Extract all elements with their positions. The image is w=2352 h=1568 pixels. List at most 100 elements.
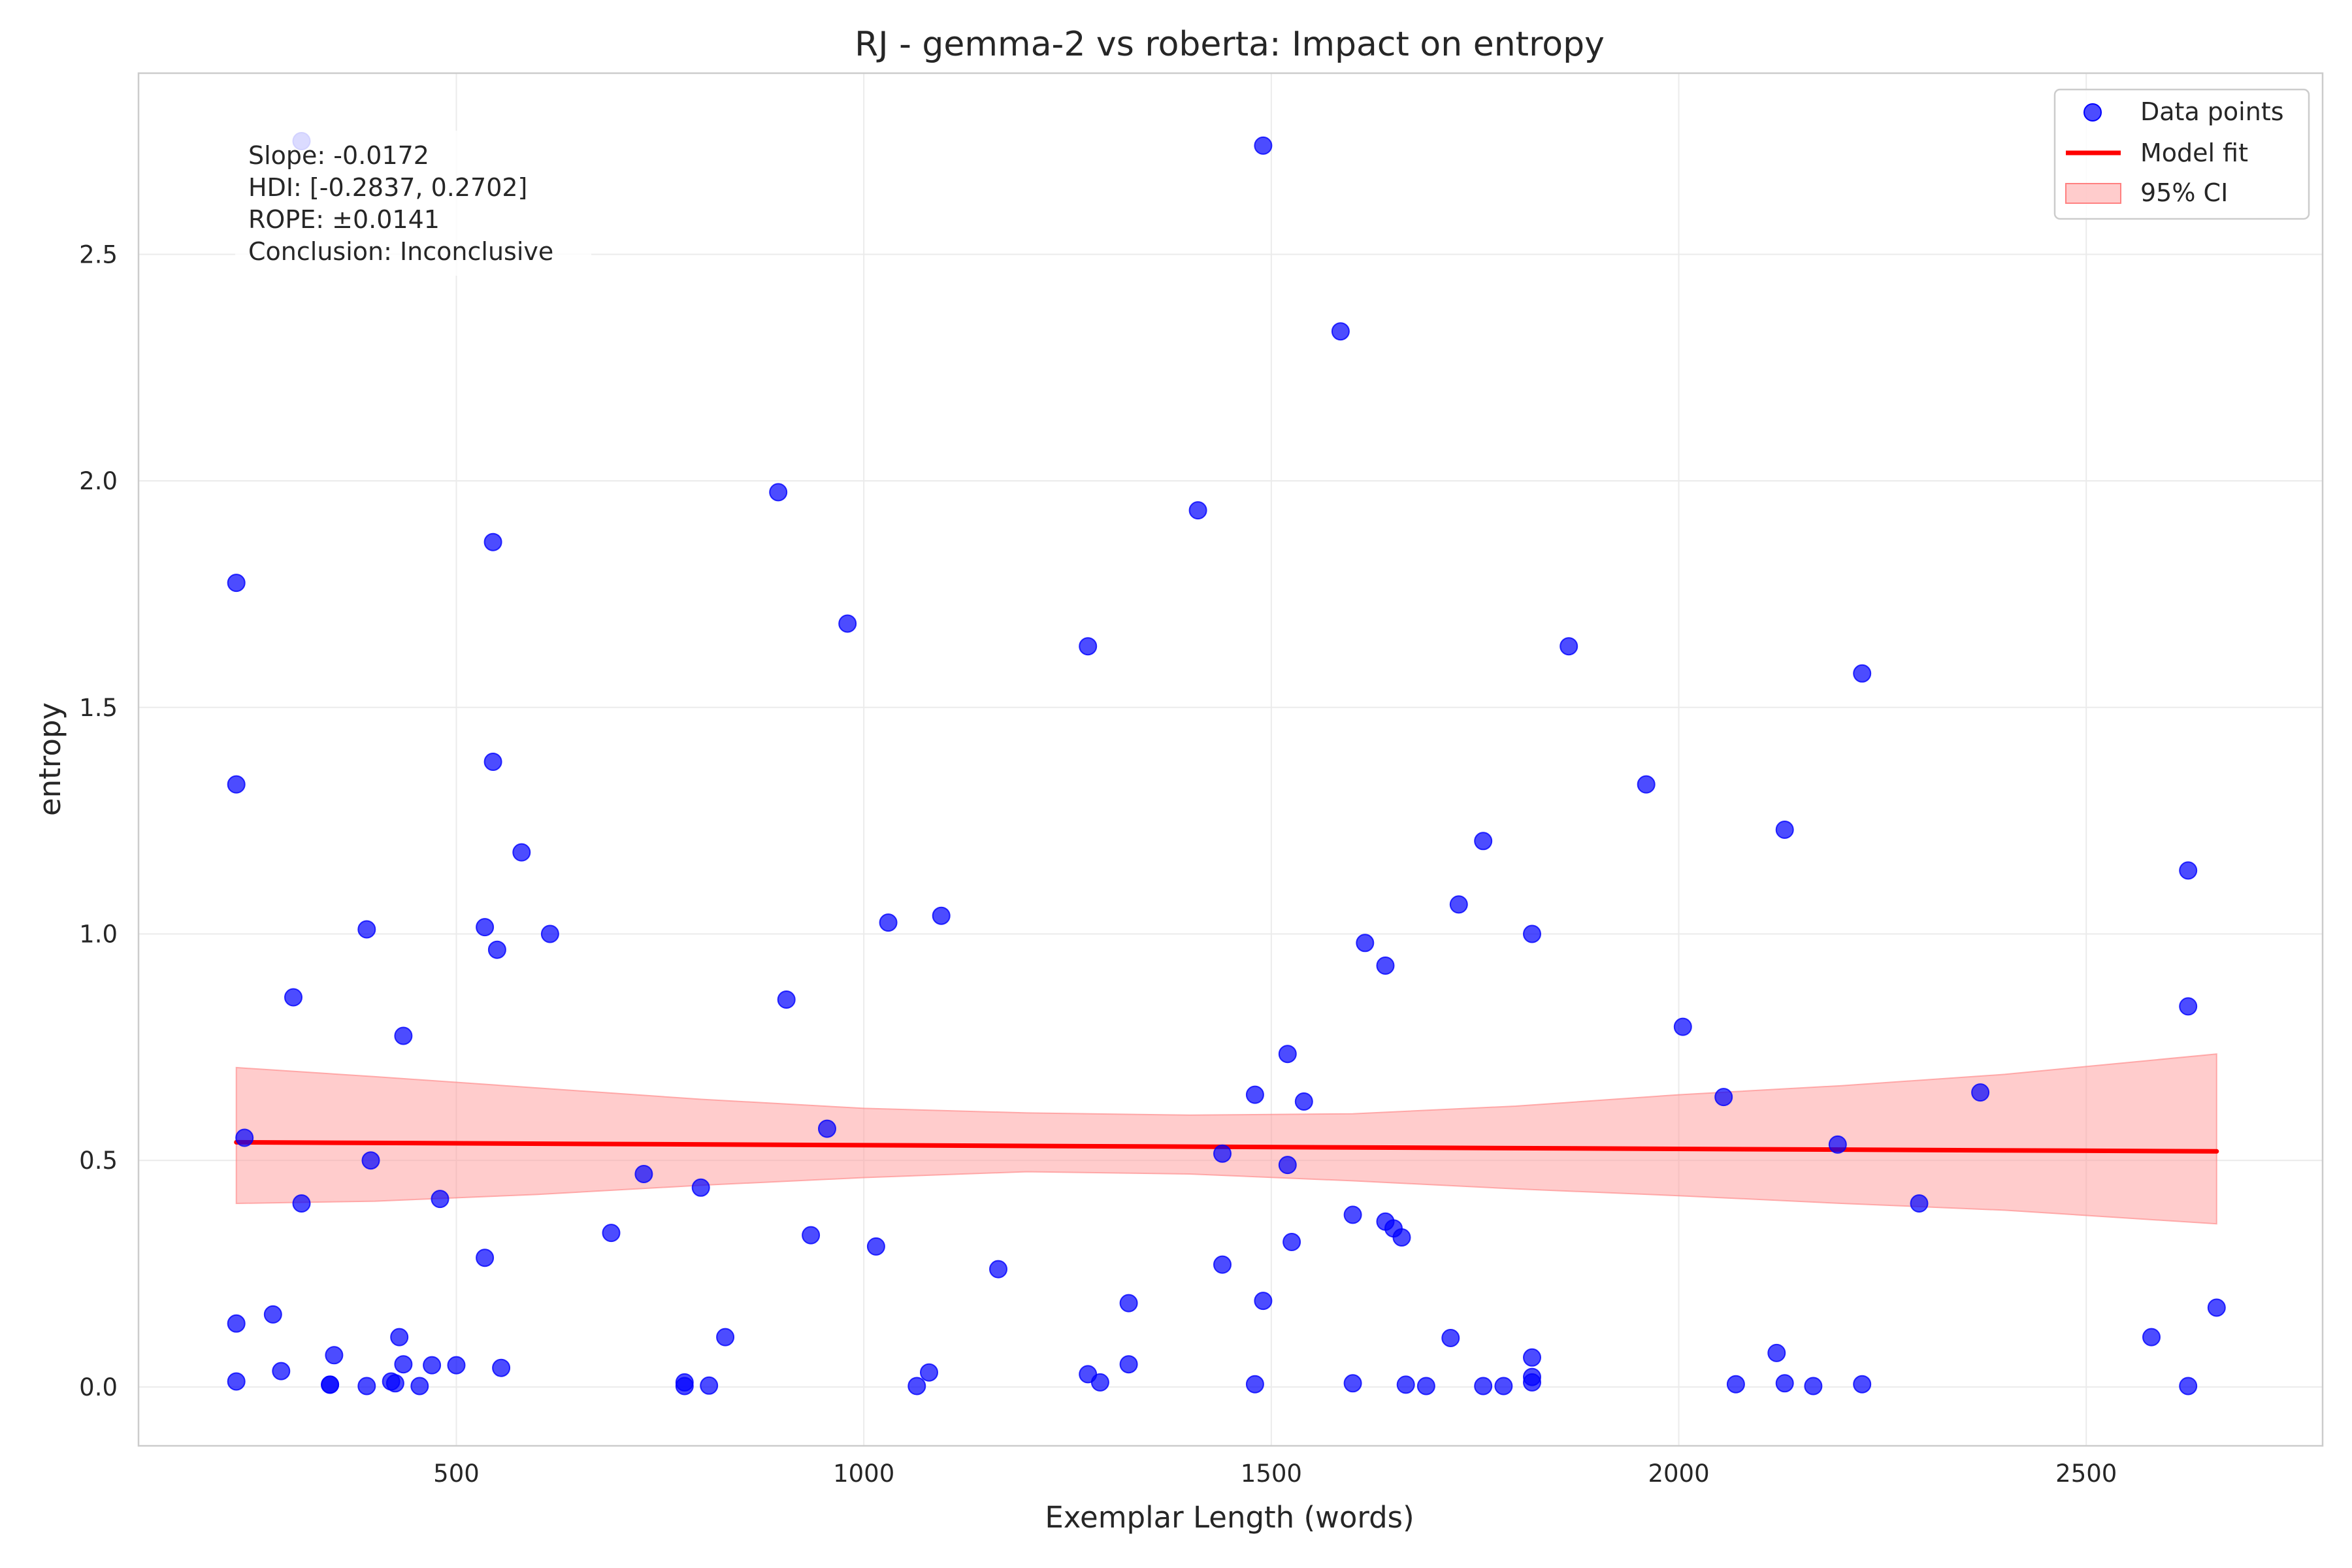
data-point xyxy=(1254,136,1273,155)
x-tick-label: 2500 xyxy=(2055,1460,2117,1488)
legend-label-data-points: Data points xyxy=(2140,97,2284,126)
data-point xyxy=(716,1328,735,1347)
data-point xyxy=(1213,1144,1232,1163)
data-point xyxy=(394,1026,413,1045)
data-point xyxy=(227,1372,246,1391)
data-point xyxy=(1804,1377,1823,1396)
data-point xyxy=(483,532,502,551)
x-tick-label: 500 xyxy=(433,1460,480,1488)
data-point xyxy=(932,906,951,925)
annotation-box xyxy=(235,131,591,276)
data-point xyxy=(512,843,531,862)
x-tick-labels: 500 1000 1500 2000 2500 xyxy=(433,1460,2117,1488)
data-point xyxy=(227,574,246,593)
legend-label-model-fit: Model fit xyxy=(2140,139,2248,167)
data-point xyxy=(1119,1355,1138,1374)
data-point xyxy=(1278,1045,1297,1064)
data-point xyxy=(1343,1205,1362,1224)
data-point xyxy=(476,918,495,937)
data-point xyxy=(1853,664,1872,683)
y-axis-title: entropy xyxy=(33,702,67,816)
y-tick-label: 0.0 xyxy=(79,1373,118,1401)
data-point xyxy=(989,1260,1007,1279)
data-point xyxy=(284,988,302,1007)
plot-area-frame xyxy=(137,72,2324,1447)
data-point xyxy=(1090,1373,1109,1392)
legend-label-ci: 95% CI xyxy=(2140,178,2228,207)
legend-marker-data-points xyxy=(2083,103,2102,122)
annotation-line: ROPE: ±0.0141 xyxy=(248,205,440,234)
gridlines xyxy=(139,73,2323,1446)
data-point xyxy=(1254,1292,1273,1311)
data-point xyxy=(447,1356,466,1375)
data-point xyxy=(838,614,857,633)
data-point xyxy=(2179,1377,2198,1396)
data-point xyxy=(1714,1088,1733,1107)
data-point xyxy=(1396,1375,1415,1394)
data-point xyxy=(1331,322,1350,341)
y-tick-labels: 0.0 0.5 1.0 1.5 2.0 2.5 xyxy=(79,240,118,1401)
data-point xyxy=(235,1128,254,1147)
data-point xyxy=(1188,501,1207,520)
data-point xyxy=(1523,1348,1541,1367)
data-point xyxy=(385,1374,404,1393)
data-point xyxy=(1775,821,1794,839)
data-point xyxy=(1343,1374,1362,1393)
data-point xyxy=(1119,1294,1138,1313)
data-point xyxy=(1441,1329,1460,1347)
data-point xyxy=(487,940,506,959)
data-point xyxy=(802,1226,821,1245)
data-points-layer xyxy=(227,132,2226,1396)
data-point xyxy=(1910,1194,1929,1213)
data-point xyxy=(1523,924,1541,943)
data-point xyxy=(907,1377,926,1396)
x-tick-label: 1000 xyxy=(833,1460,894,1488)
legend-marker-ci xyxy=(2065,183,2121,204)
data-point xyxy=(1282,1233,1301,1251)
y-tick-label: 2.0 xyxy=(79,467,118,495)
data-point xyxy=(1278,1156,1297,1175)
stats-annotation: Slope: -0.0172 HDI: [-0.2837, 0.2702] ROPE… xyxy=(235,131,591,276)
data-point xyxy=(1376,956,1395,975)
y-tick-label: 0.5 xyxy=(79,1147,118,1175)
annotation-line: Conclusion: Inconclusive xyxy=(248,237,553,266)
data-point xyxy=(1474,1377,1493,1396)
data-point xyxy=(1356,934,1375,953)
data-point xyxy=(602,1224,621,1243)
data-point xyxy=(1775,1374,1794,1393)
data-point xyxy=(357,1377,376,1396)
data-point xyxy=(700,1376,719,1395)
data-point xyxy=(1971,1083,1990,1102)
data-point xyxy=(1637,775,1656,794)
data-point xyxy=(1494,1377,1513,1396)
data-point xyxy=(1523,1373,1541,1392)
data-point xyxy=(1673,1017,1692,1036)
data-point xyxy=(540,924,559,943)
data-point xyxy=(2179,861,2198,880)
data-point xyxy=(1245,1375,1264,1394)
data-point xyxy=(879,913,898,932)
x-tick-label: 1500 xyxy=(1241,1460,1302,1488)
data-point xyxy=(361,1151,380,1170)
data-point xyxy=(1767,1343,1786,1362)
data-point xyxy=(394,1355,413,1374)
data-point xyxy=(1449,895,1468,914)
data-point xyxy=(227,1314,246,1333)
data-point xyxy=(1213,1255,1232,1274)
y-tick-label: 1.5 xyxy=(79,694,118,722)
chart-title: RJ - gemma-2 vs roberta: Impact on entro… xyxy=(855,25,1605,64)
x-tick-label: 2000 xyxy=(1648,1460,1709,1488)
annotation-line: HDI: [-0.2837, 0.2702] xyxy=(248,173,527,202)
data-point xyxy=(423,1356,442,1375)
x-axis-title: Exemplar Length (words) xyxy=(1045,1500,1414,1535)
data-point xyxy=(1245,1085,1264,1104)
data-point xyxy=(1560,637,1578,656)
data-point xyxy=(390,1328,409,1347)
data-point xyxy=(476,1249,495,1267)
data-point xyxy=(777,990,796,1009)
data-point xyxy=(2207,1298,2226,1317)
data-point xyxy=(1079,637,1098,656)
data-point xyxy=(263,1305,282,1324)
data-point xyxy=(325,1346,344,1365)
data-point xyxy=(1726,1375,1745,1394)
